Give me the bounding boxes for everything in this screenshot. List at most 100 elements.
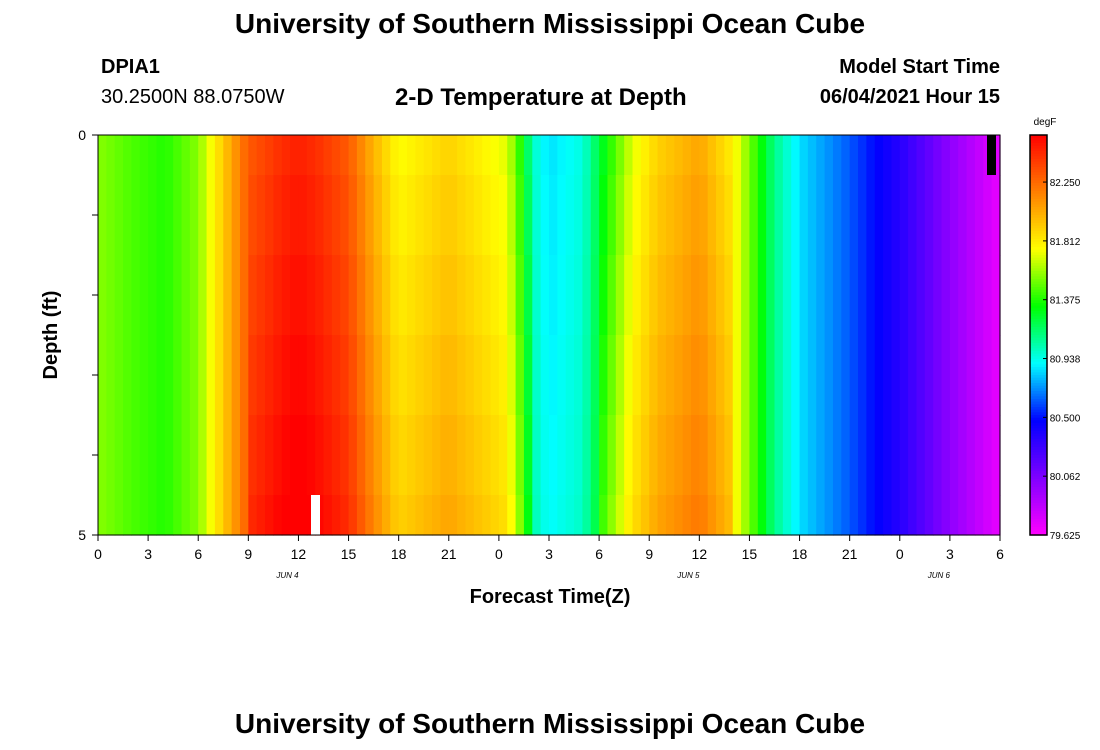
colorbar-segment <box>1030 484 1047 488</box>
heatmap-cell <box>515 415 525 496</box>
heatmap-cell <box>348 175 358 256</box>
heatmap-cell <box>749 175 759 256</box>
heatmap-cell <box>933 335 943 416</box>
colorbar-segment <box>1030 465 1047 469</box>
colorbar-segment <box>1030 145 1047 149</box>
colorbar: 82.250 81.812 81.375 80.938 80.500 80.062 79.6… <box>1029 117 1081 542</box>
heatmap-cell <box>465 135 475 176</box>
heatmap-cell <box>298 415 308 496</box>
colorbar-segment <box>1030 449 1047 453</box>
heatmap-cell <box>98 335 107 416</box>
heatmap-cell <box>724 495 734 536</box>
x-tick-label: 12 <box>291 546 307 562</box>
colorbar-tick-label: 80.500 <box>1050 413 1081 424</box>
heatmap-cell <box>674 255 684 336</box>
heatmap-cell <box>632 255 642 336</box>
colorbar-segment <box>1030 137 1047 141</box>
colorbar-segment <box>1030 447 1047 451</box>
colorbar-segment <box>1030 199 1047 203</box>
colorbar-segment <box>1030 519 1047 523</box>
heatmap-cell <box>256 495 266 536</box>
heatmap-cell <box>799 335 809 416</box>
heatmap-cell <box>916 495 926 536</box>
heatmap-cell <box>331 255 341 336</box>
heatmap-cell <box>891 255 901 336</box>
heatmap-cell <box>206 135 216 176</box>
colorbar-segment <box>1030 153 1047 157</box>
heatmap-cell <box>457 335 467 416</box>
heatmap-cell <box>899 135 909 176</box>
colorbar-segment <box>1030 295 1047 299</box>
heatmap-cell <box>407 495 416 536</box>
heatmap-cell <box>599 255 609 336</box>
heatmap-cell <box>223 175 233 256</box>
heatmap-cell <box>523 255 533 336</box>
heatmap-cell <box>774 255 784 336</box>
heatmap-cell <box>874 255 884 336</box>
heatmap-cell <box>983 335 993 416</box>
heatmap-cell <box>356 415 366 496</box>
heatmap-cell <box>473 175 483 256</box>
colorbar-segment <box>1030 412 1047 416</box>
colorbar-segment <box>1030 353 1047 357</box>
heatmap-cell <box>849 415 859 496</box>
heatmap-cell <box>607 415 617 496</box>
station-id: DPIA1 <box>101 56 160 78</box>
heatmap-cell <box>415 175 425 256</box>
heatmap-cell <box>440 495 450 536</box>
heatmap-cell <box>791 495 801 536</box>
heatmap-cell <box>774 135 784 176</box>
colorbar-segment <box>1030 201 1047 205</box>
heatmap-cell <box>565 495 575 536</box>
x-tick-label: 6 <box>996 546 1004 562</box>
heatmap-cell <box>448 495 458 536</box>
colorbar-segment <box>1030 159 1047 163</box>
heatmap-cell <box>791 175 801 256</box>
heatmap-cell <box>933 175 943 256</box>
heatmap-cell <box>824 415 834 496</box>
heatmap-cells <box>98 135 1001 536</box>
colorbar-segment <box>1030 396 1047 400</box>
heatmap-cell <box>490 495 500 536</box>
heatmap-cell <box>148 255 158 336</box>
heatmap-cell <box>398 335 408 416</box>
heatmap-cell <box>256 255 266 336</box>
colorbar-segment <box>1030 388 1047 392</box>
heatmap-cell <box>874 415 884 496</box>
colorbar-segment <box>1030 457 1047 461</box>
heatmap-cell <box>791 415 801 496</box>
colorbar-segment <box>1030 180 1047 184</box>
colorbar-segment <box>1030 335 1047 339</box>
x-tick-label: 21 <box>441 546 457 562</box>
heatmap-cell <box>966 175 976 256</box>
heatmap-cell <box>941 175 951 256</box>
heatmap-cell <box>807 135 817 176</box>
heatmap-cell <box>381 135 391 176</box>
colorbar-segment <box>1030 380 1047 384</box>
heatmap-cell <box>549 135 558 176</box>
y-tick-label: 0 <box>78 127 86 143</box>
heatmap-cell <box>306 175 316 256</box>
heatmap-cell <box>323 255 333 336</box>
colorbar-segment <box>1030 300 1047 304</box>
heatmap-cell <box>966 255 976 336</box>
heatmap-cell <box>515 335 525 416</box>
heatmap-cell <box>732 335 742 416</box>
heatmap-cell <box>841 255 851 336</box>
heatmap-cell <box>515 135 525 176</box>
heatmap-cell <box>365 335 375 416</box>
x-tick-label: 6 <box>194 546 202 562</box>
heatmap-cell <box>156 255 166 336</box>
heatmap-cell <box>98 255 107 336</box>
heatmap-cell <box>507 335 517 416</box>
heatmap-cell <box>958 175 968 256</box>
heatmap-cell <box>106 335 116 416</box>
y-axis: 05 <box>78 127 98 543</box>
colorbar-tick-label: 79.625 <box>1050 531 1081 542</box>
heatmap-cell <box>732 495 742 536</box>
heatmap-cell <box>599 495 609 536</box>
marker-black <box>987 135 996 175</box>
heatmap-cell <box>432 335 442 416</box>
heatmap-cell <box>665 175 675 256</box>
heatmap-cell <box>674 335 684 416</box>
